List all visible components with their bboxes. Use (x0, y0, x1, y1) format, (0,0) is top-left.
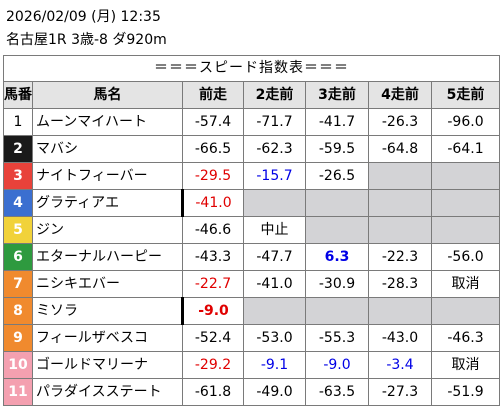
horse-number-badge: 3 (3, 162, 33, 190)
speed-index-cell: -26.3 (368, 108, 432, 136)
speed-index-cell: -26.5 (305, 162, 369, 190)
horse-name: パラダイスステート (32, 378, 183, 406)
speed-index-cell: -64.8 (368, 135, 432, 163)
speed-index-cell: 取消 (431, 270, 500, 298)
table-row: 7 ニシキエバー -22.7 -41.0 -30.9 -28.3 取消 (3, 270, 500, 298)
speed-index-cell: -41.0 (243, 270, 306, 298)
speed-index-cell: -64.1 (431, 135, 500, 163)
col-header-3-races-ago: 3走前 (305, 81, 369, 109)
horse-number-badge: 2 (3, 135, 33, 163)
speed-index-cell: -9.0 (181, 297, 244, 325)
speed-index-cell: -52.4 (182, 324, 244, 352)
speed-index-cell: 6.3 (305, 243, 369, 271)
speed-index-cell: 取消 (431, 351, 500, 379)
speed-index-cell: -9.1 (243, 351, 306, 379)
speed-index-cell: -61.8 (182, 378, 244, 406)
speed-index-cell: -28.3 (368, 270, 432, 298)
horse-number-badge: 7 (3, 270, 33, 298)
table-row: 1 ムーンマイハート -57.4 -71.7 -41.7 -26.3 -96.0 (3, 108, 500, 136)
speed-index-cell: -41.0 (181, 189, 244, 217)
horse-number-badge: 8 (3, 297, 33, 325)
table-row: 6 エターナルハーピー -43.3 -47.7 6.3 -22.3 -56.0 (3, 243, 500, 271)
race-info: 名古屋1R 3歳-8 ダ920m (6, 32, 167, 48)
col-header-horse-name: 馬名 (32, 81, 183, 109)
table-title: ＝＝＝スピード指数表＝＝＝ (3, 55, 500, 82)
horse-number-badge: 6 (3, 243, 33, 271)
speed-index-cell: -71.7 (243, 108, 306, 136)
col-header-2-races-ago: 2走前 (243, 81, 306, 109)
speed-index-cell: -96.0 (431, 108, 500, 136)
horse-name: ゴールドマリーナ (32, 351, 183, 379)
col-header-5-races-ago: 5走前 (431, 81, 500, 109)
speed-index-cell: -55.3 (305, 324, 369, 352)
speed-index-cell: -29.2 (182, 351, 244, 379)
empty-cell (305, 297, 369, 325)
empty-cell (431, 216, 500, 244)
horse-name: ムーンマイハート (32, 108, 183, 136)
horse-name: フィールザベスコ (32, 324, 183, 352)
table-row: 10 ゴールドマリーナ -29.2 -9.1 -9.0 -3.4 取消 (3, 351, 500, 379)
horse-name: ナイトフィーバー (32, 162, 183, 190)
table-row: 4 グラティアエ -41.0 (3, 189, 500, 217)
race-datetime: 2026/02/09 (月) 12:35 (6, 9, 161, 25)
empty-cell (305, 189, 369, 217)
horse-name: ニシキエバー (32, 270, 183, 298)
horse-name: マバシ (32, 135, 183, 163)
empty-cell (431, 162, 500, 190)
speed-index-cell: -63.5 (305, 378, 369, 406)
speed-index-cell: -66.5 (182, 135, 244, 163)
horse-name: グラティアエ (32, 189, 183, 217)
empty-cell (368, 297, 432, 325)
speed-index-cell: -41.7 (305, 108, 369, 136)
col-header-4-races-ago: 4走前 (368, 81, 432, 109)
table-row: 3 ナイトフィーバー -29.5 -15.7 -26.5 (3, 162, 500, 190)
speed-index-cell: 中止 (243, 216, 306, 244)
speed-index-cell: -49.0 (243, 378, 306, 406)
empty-cell (243, 189, 306, 217)
empty-cell (243, 297, 306, 325)
speed-index-cell: -43.0 (368, 324, 432, 352)
table-row: 5 ジン -46.6 中止 (3, 216, 500, 244)
speed-index-cell: -29.5 (182, 162, 244, 190)
col-header-last-race: 前走 (182, 81, 244, 109)
table-row: 9 フィールザベスコ -52.4 -53.0 -55.3 -43.0 -46.3 (3, 324, 500, 352)
table-row: 2 マバシ -66.5 -62.3 -59.5 -64.8 -64.1 (3, 135, 500, 163)
horse-name: エターナルハーピー (32, 243, 183, 271)
empty-cell (368, 162, 432, 190)
speed-index-cell: -57.4 (182, 108, 244, 136)
empty-cell (431, 297, 500, 325)
speed-index-cell: -47.7 (243, 243, 306, 271)
speed-index-cell: -22.7 (182, 270, 244, 298)
empty-cell (305, 216, 369, 244)
horse-name: ジン (32, 216, 183, 244)
horse-number-badge: 10 (3, 351, 33, 379)
empty-cell (368, 189, 432, 217)
speed-index-cell: -3.4 (368, 351, 432, 379)
table-row: 11 パラダイスステート -61.8 -49.0 -63.5 -27.3 -51.9 (3, 378, 500, 406)
speed-index-cell: -59.5 (305, 135, 369, 163)
speed-index-cell: -22.3 (368, 243, 432, 271)
horse-number-badge: 11 (3, 378, 33, 406)
empty-cell (431, 189, 500, 217)
horse-number-badge: 9 (3, 324, 33, 352)
horse-number-badge: 1 (3, 108, 33, 136)
horse-name: ミソラ (32, 297, 183, 325)
speed-index-cell: -62.3 (243, 135, 306, 163)
speed-index-cell: -51.9 (431, 378, 500, 406)
table-row: 8 ミソラ -9.0 (3, 297, 500, 325)
speed-index-cell: -9.0 (305, 351, 369, 379)
horse-number-badge: 4 (3, 189, 33, 217)
empty-cell (368, 216, 432, 244)
speed-index-cell: -56.0 (431, 243, 500, 271)
speed-index-cell: -43.3 (182, 243, 244, 271)
speed-index-cell: -27.3 (368, 378, 432, 406)
speed-index-cell: -15.7 (243, 162, 306, 190)
speed-index-cell: -53.0 (243, 324, 306, 352)
speed-index-table: ＝＝＝スピード指数表＝＝＝ 馬番 馬名 前走 2走前 3走前 4走前 5走前 1 ムーンマイハ… (3, 55, 500, 406)
speed-index-cell: -46.6 (182, 216, 244, 244)
horse-number-badge: 5 (3, 216, 33, 244)
speed-index-cell: -30.9 (305, 270, 369, 298)
speed-index-cell: -46.3 (431, 324, 500, 352)
col-header-umaban: 馬番 (3, 81, 33, 109)
